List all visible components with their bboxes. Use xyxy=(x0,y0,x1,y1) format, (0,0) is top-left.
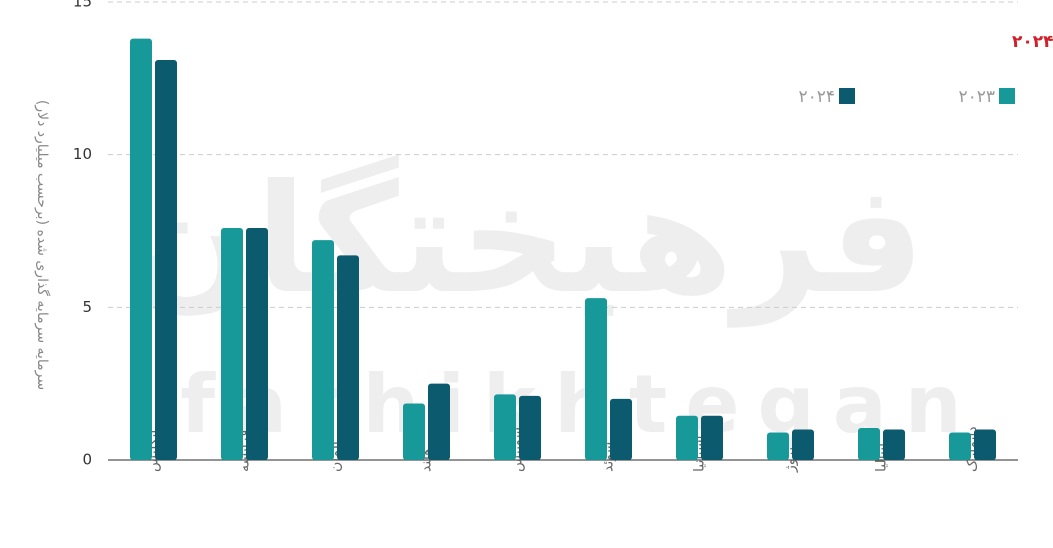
bar xyxy=(676,415,698,460)
bar xyxy=(883,429,905,460)
legend-swatch xyxy=(839,88,855,104)
bar xyxy=(949,432,971,460)
bar xyxy=(519,395,541,460)
bar xyxy=(585,298,607,460)
bar xyxy=(974,429,996,460)
legend-label: ۲۰۲۳ xyxy=(958,87,995,107)
bar xyxy=(858,427,880,460)
bar xyxy=(221,227,243,460)
bar xyxy=(767,432,789,460)
bar xyxy=(494,394,516,460)
y-tick-label: 5 xyxy=(82,298,92,316)
bar xyxy=(792,429,814,460)
bar xyxy=(246,227,268,460)
bar xyxy=(403,403,425,460)
y-tick-label: 15 xyxy=(73,0,92,11)
bar xyxy=(337,255,359,460)
bar xyxy=(312,240,334,460)
legend-swatch xyxy=(999,88,1015,104)
bar xyxy=(428,383,450,460)
bar xyxy=(155,60,177,460)
bar xyxy=(130,38,152,460)
watermark: farhikhtegan xyxy=(180,358,979,451)
legend-label: ۲۰۲۴ xyxy=(798,87,835,107)
y-tick-label: 0 xyxy=(82,451,92,469)
bar xyxy=(610,398,632,460)
y-axis-label: سرمایه سرمایه گذاری شده (برحسب میلیارد د… xyxy=(34,100,51,390)
chart-title: سرمایه سرمایه گذاری شده (برحسب میلیارد د… xyxy=(1012,31,1053,52)
y-tick-label: 10 xyxy=(73,145,92,163)
bar xyxy=(701,415,723,460)
